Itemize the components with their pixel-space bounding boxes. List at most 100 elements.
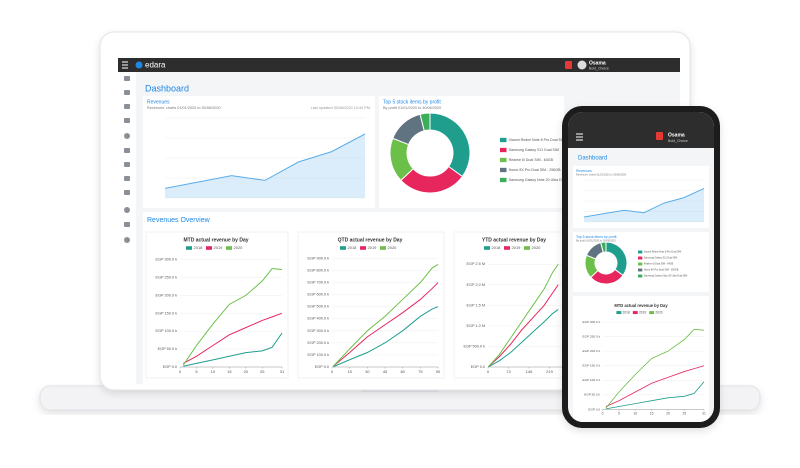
- legend-swatch: [504, 246, 510, 250]
- legend-label: 2020: [234, 245, 244, 250]
- avatar[interactable]: [577, 60, 587, 70]
- x-tick-label: 219: [546, 369, 553, 374]
- series-line: [182, 268, 283, 366]
- x-tick-label: 0: [602, 411, 604, 415]
- y-tick-label: EGP 300.0 k: [583, 320, 601, 324]
- legend-label: 2020: [532, 245, 542, 250]
- chart-card: [297, 231, 445, 379]
- legend-label: Xiaomi Redmi Note 8 Pro Dual SIM: [509, 138, 565, 142]
- menu-icon[interactable]: [576, 133, 583, 141]
- y-tick-label: EGP 700.0 k: [308, 281, 330, 285]
- legend-swatch: [206, 246, 212, 250]
- user-name: Osama: [589, 60, 606, 66]
- y-tick-label: EGP 0.0: [163, 365, 177, 369]
- y-tick-label: EGP 1.5 M: [466, 303, 485, 307]
- legend-swatch: [638, 250, 643, 254]
- x-tick-label: 20: [666, 411, 670, 415]
- legend-label: 2018: [348, 245, 358, 250]
- brand: edara: [145, 61, 166, 70]
- legend-swatch: [632, 311, 638, 315]
- legend-label: Samsung Galaxy S11 Dual SIM: [644, 257, 677, 260]
- x-tick-label: 146: [526, 369, 533, 374]
- legend-label: 2018: [194, 245, 204, 250]
- x-tick-label: 5: [618, 411, 620, 415]
- x-tick-label: 5: [195, 369, 198, 374]
- x-tick-label: 45: [383, 369, 388, 374]
- legend-swatch: [638, 262, 643, 266]
- series-line: [605, 328, 705, 409]
- legend-label: Realme 6i Dual SIM - 64GB: [509, 158, 554, 162]
- card-subtitle: Revenues' charts 01/01/2020 to 30/06/202…: [576, 173, 627, 177]
- series-line: [488, 309, 559, 368]
- phone-header: [568, 112, 714, 148]
- y-tick-label: EGP 500.0 k: [464, 344, 486, 348]
- y-tick-label: EGP 600.0 k: [308, 293, 330, 297]
- phone-charts: Xiaomi Redmi Note 8 Pro Dual SIM Samsung …: [583, 179, 706, 415]
- legend-swatch: [500, 147, 507, 153]
- legend-swatch: [638, 274, 643, 278]
- y-tick-label: EGP 250.0 k: [583, 334, 601, 338]
- legend-swatch: [500, 137, 507, 143]
- revenues-card: [143, 96, 375, 208]
- y-tick-label: EGP 100.0 k: [308, 353, 330, 357]
- y-tick-label: EGP 100.0 k: [583, 378, 601, 382]
- legend-label: 2020: [655, 310, 662, 314]
- legend-swatch: [500, 157, 507, 163]
- chart-title: MTD actual revenue by Day: [614, 303, 668, 308]
- y-tick-label: EGP 300.0 k: [308, 329, 330, 333]
- series-line: [183, 312, 283, 364]
- y-tick-label: EGP 400.0 k: [308, 317, 330, 321]
- user-role: Bold_Choice: [668, 139, 688, 143]
- x-tick-label: 31: [280, 369, 285, 374]
- legend-label: 2019: [639, 310, 646, 314]
- menu-icon[interactable]: [122, 61, 128, 69]
- legend-label: Samsung Galaxy Note 20 Ultra Dual SIM: [509, 178, 574, 182]
- logo: [135, 61, 143, 69]
- chart-title: MTD actual revenue by Day: [183, 237, 248, 243]
- page-title: Dashboard: [578, 156, 607, 162]
- series-line: [332, 282, 439, 367]
- series-line: [183, 332, 283, 367]
- legend-swatch: [524, 246, 530, 250]
- y-tick-label: EGP 150.0 k: [156, 311, 178, 315]
- y-tick-label: EGP 500.0 k: [308, 305, 330, 309]
- sidebar-icons[interactable]: [124, 76, 130, 243]
- x-tick-label: 10: [211, 369, 216, 374]
- legend-label: Honor 8X Pro Dual SIM - 256GB: [644, 269, 679, 272]
- y-tick-label: EGP 0.0: [315, 365, 329, 369]
- card-title: Top 5 stock items by profit: [576, 235, 616, 239]
- legend-swatch: [380, 246, 386, 250]
- x-tick-label: 90: [436, 369, 441, 374]
- area: [584, 188, 704, 222]
- legend-label: 2019: [512, 245, 522, 250]
- x-tick-label: 10: [633, 411, 637, 415]
- sidebar: [118, 72, 136, 384]
- legend-label: 2018: [492, 245, 502, 250]
- x-tick-label: 15: [650, 411, 654, 415]
- legend-label: Honor 8X Pro Dual SIM - 256GB: [509, 168, 562, 172]
- x-tick-label: 15: [347, 369, 352, 374]
- chart-title: YTD actual revenue by Day: [482, 237, 546, 243]
- series-line: [605, 381, 705, 410]
- y-tick-label: EGP 100.0 k: [156, 329, 178, 333]
- legend-swatch: [340, 246, 346, 250]
- legend-label: 2020: [388, 245, 398, 250]
- legend-label: Samsung Galaxy Note 20 Ultra Dual SIM: [644, 275, 687, 278]
- y-tick-label: EGP 2.5 M: [466, 262, 485, 266]
- legend-swatch: [226, 246, 232, 250]
- notification[interactable]: [565, 61, 572, 69]
- y-tick-label: EGP 200.0 k: [583, 349, 601, 353]
- notification[interactable]: [656, 132, 663, 140]
- series-line: [332, 306, 439, 368]
- y-tick-label: EGP 0.0: [588, 407, 600, 411]
- y-tick-label: EGP 800.0 k: [308, 268, 330, 272]
- area: [165, 134, 365, 198]
- legend-swatch: [500, 167, 507, 173]
- card-title: Revenues: [147, 99, 170, 105]
- x-tick-label: 25: [260, 369, 265, 374]
- card-updated: Last updated 30/06/2020 10:44 PM: [311, 106, 370, 110]
- series-line: [332, 264, 439, 367]
- y-tick-label: EGP 150.0 k: [583, 364, 601, 368]
- y-tick-label: EGP 200.0 k: [156, 293, 178, 297]
